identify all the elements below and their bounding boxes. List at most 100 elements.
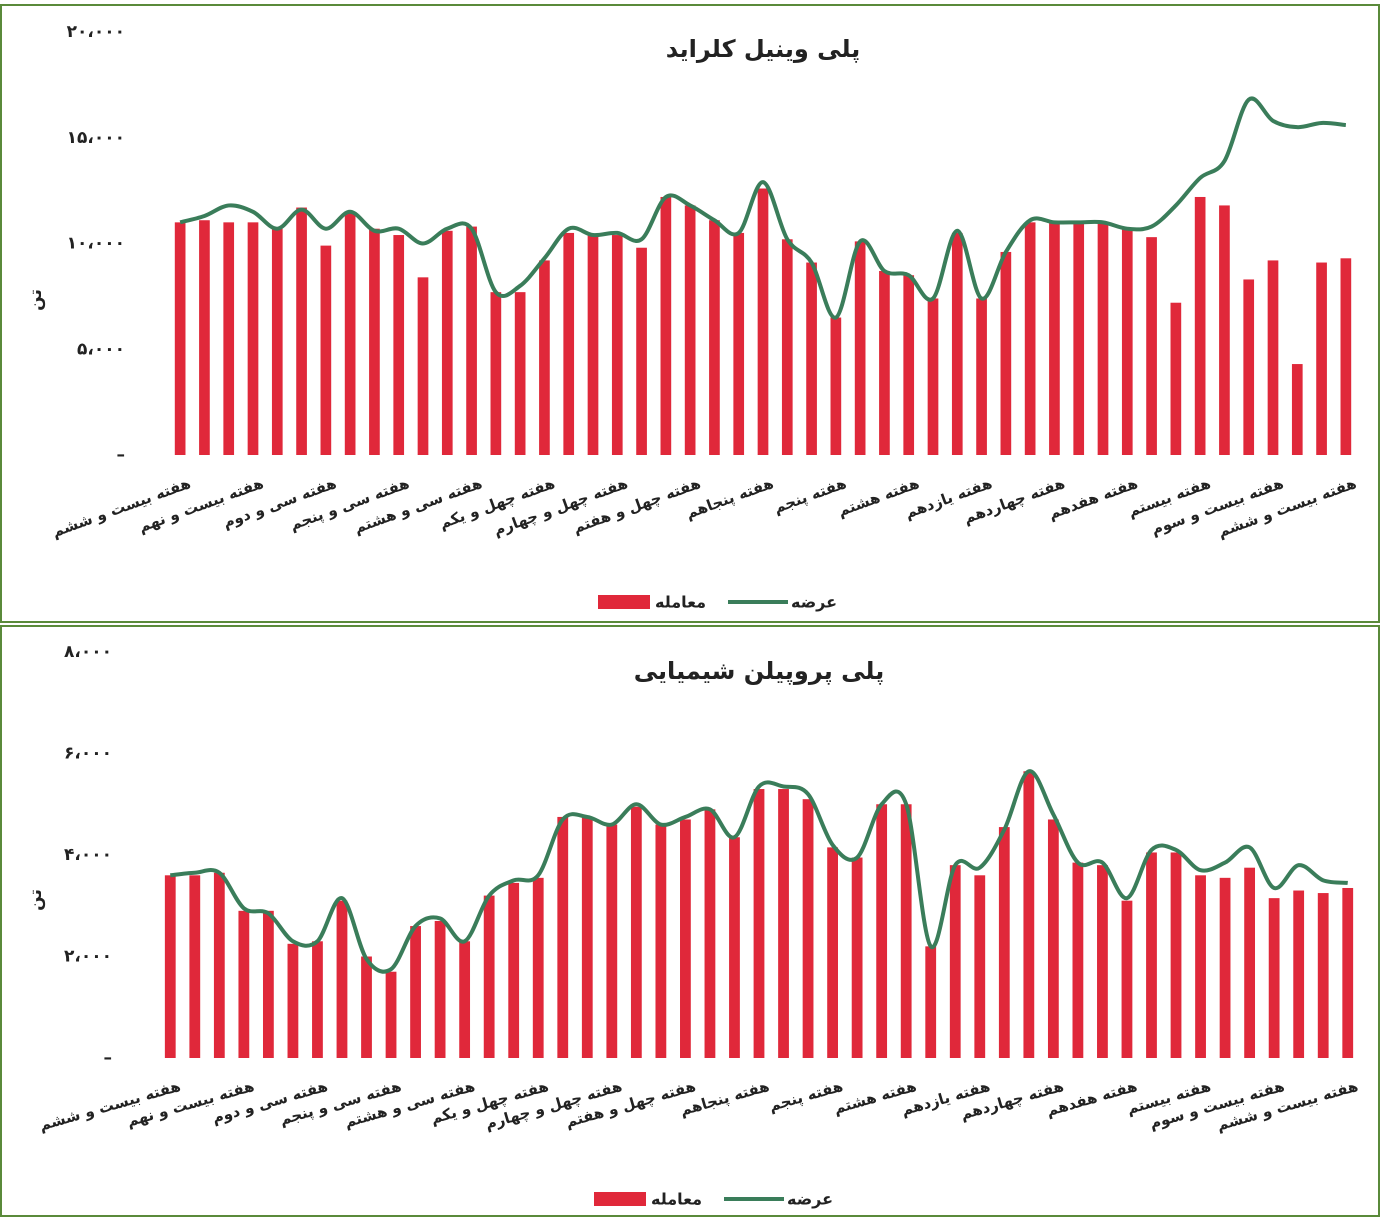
bar <box>903 275 915 455</box>
bar <box>563 232 575 455</box>
bar <box>974 875 986 1058</box>
line <box>170 769 1348 974</box>
line <box>179 96 1347 320</box>
bar <box>1195 875 1206 1058</box>
bar <box>1244 867 1256 1058</box>
bar <box>441 230 453 455</box>
bar <box>1073 222 1085 455</box>
bar <box>199 220 210 455</box>
panel-frame <box>0 625 1380 1217</box>
bar <box>287 943 299 1058</box>
y-tick-label: ۶،۰۰۰ <box>64 744 112 764</box>
bar <box>1219 205 1230 455</box>
bar <box>1243 279 1255 455</box>
bar <box>1000 251 1012 455</box>
bar <box>490 292 502 455</box>
bar <box>336 900 348 1058</box>
bar <box>1317 893 1329 1058</box>
bar <box>680 819 691 1058</box>
bar <box>1047 819 1059 1058</box>
y-axis-label: تن <box>26 889 46 911</box>
panel-frame <box>0 4 1380 623</box>
bar <box>876 804 888 1058</box>
chart-title: پلی وینیل کلراید <box>666 35 861 63</box>
bar <box>753 789 765 1058</box>
y-tick-label: ۱۵،۰۰۰ <box>67 128 125 148</box>
bar <box>312 941 323 1058</box>
y-tick-label: ۸،۰۰۰ <box>64 642 112 662</box>
bar <box>1023 771 1035 1058</box>
bar <box>778 789 789 1058</box>
bar <box>1342 887 1354 1058</box>
bar <box>262 910 274 1058</box>
bar <box>630 806 642 1058</box>
bar <box>587 235 599 455</box>
bar <box>1194 196 1206 455</box>
y-axis-label: تن <box>26 289 46 311</box>
legend-label: عرضه <box>791 593 837 612</box>
bar <box>483 895 495 1058</box>
bar <box>1170 852 1182 1058</box>
bar <box>806 262 817 455</box>
y-tick-label: ۲،۰۰۰ <box>64 947 112 967</box>
bar <box>361 956 372 1058</box>
bar <box>508 882 520 1058</box>
bar <box>802 799 814 1058</box>
bar <box>532 877 544 1058</box>
bar <box>1146 852 1157 1058</box>
bar <box>879 270 890 455</box>
bar <box>1219 877 1231 1058</box>
bar <box>1340 258 1352 455</box>
bar <box>925 946 937 1058</box>
bar <box>320 245 332 455</box>
bar <box>684 205 696 455</box>
bar <box>827 847 838 1058</box>
bar <box>854 241 866 455</box>
bar <box>410 926 421 1058</box>
bar <box>539 260 550 455</box>
bar <box>581 816 593 1058</box>
bar <box>976 298 987 455</box>
bar <box>1121 228 1133 455</box>
bar <box>709 220 720 455</box>
bar <box>704 809 716 1058</box>
bar <box>369 228 380 455</box>
bar <box>951 232 963 455</box>
bar <box>557 816 569 1058</box>
y-tick-label: ۲۰،۰۰۰ <box>67 22 125 42</box>
bar <box>238 910 250 1058</box>
legend-label: عرضه <box>787 1190 833 1209</box>
bar <box>271 228 283 455</box>
bar <box>417 277 429 455</box>
bar <box>1049 222 1060 455</box>
bar <box>344 211 356 455</box>
bar <box>247 222 259 455</box>
bar <box>606 824 618 1058</box>
bar <box>729 837 740 1058</box>
bar <box>636 247 647 455</box>
bar <box>781 239 793 455</box>
legend-label: معامله <box>655 593 706 612</box>
y-tick-label: – <box>117 445 126 465</box>
bar <box>733 232 745 455</box>
bar <box>466 226 477 455</box>
bar <box>1097 222 1109 455</box>
bar <box>1293 890 1305 1058</box>
bar <box>949 865 961 1058</box>
bar <box>998 827 1010 1058</box>
bar <box>434 920 446 1058</box>
bar <box>1170 302 1182 455</box>
bar <box>393 235 405 455</box>
bar <box>1097 865 1108 1058</box>
chart-title: پلی پروپیلن شیمیایی <box>634 657 884 685</box>
bar <box>1024 222 1036 455</box>
bar <box>1268 898 1280 1058</box>
bar <box>757 188 769 455</box>
bar <box>900 804 912 1058</box>
bar <box>830 317 842 455</box>
bar <box>189 875 201 1058</box>
y-tick-label: ۱۰،۰۰۰ <box>67 234 125 254</box>
bar <box>611 235 623 455</box>
bar <box>223 222 235 455</box>
